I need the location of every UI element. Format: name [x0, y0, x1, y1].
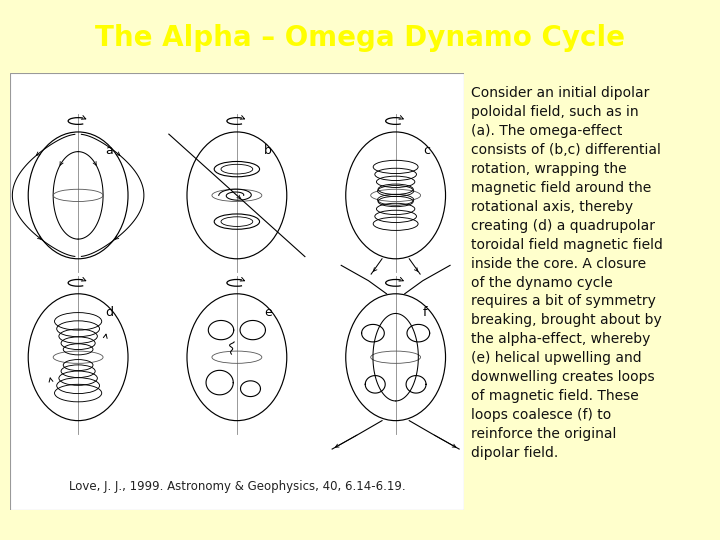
FancyBboxPatch shape: [10, 73, 464, 510]
Text: b: b: [264, 144, 272, 157]
Text: d: d: [105, 306, 113, 319]
Text: a: a: [105, 144, 113, 157]
Text: e: e: [264, 306, 272, 319]
Text: c: c: [423, 144, 430, 157]
Text: f: f: [423, 306, 428, 319]
Text: Consider an initial dipolar
poloidal field, such as in
(a). The omega-effect
con: Consider an initial dipolar poloidal fie…: [472, 86, 663, 460]
Text: The Alpha – Omega Dynamo Cycle: The Alpha – Omega Dynamo Cycle: [95, 24, 625, 52]
Text: Love, J. J., 1999. Astronomy & Geophysics, 40, 6.14-6.19.: Love, J. J., 1999. Astronomy & Geophysic…: [68, 480, 405, 492]
